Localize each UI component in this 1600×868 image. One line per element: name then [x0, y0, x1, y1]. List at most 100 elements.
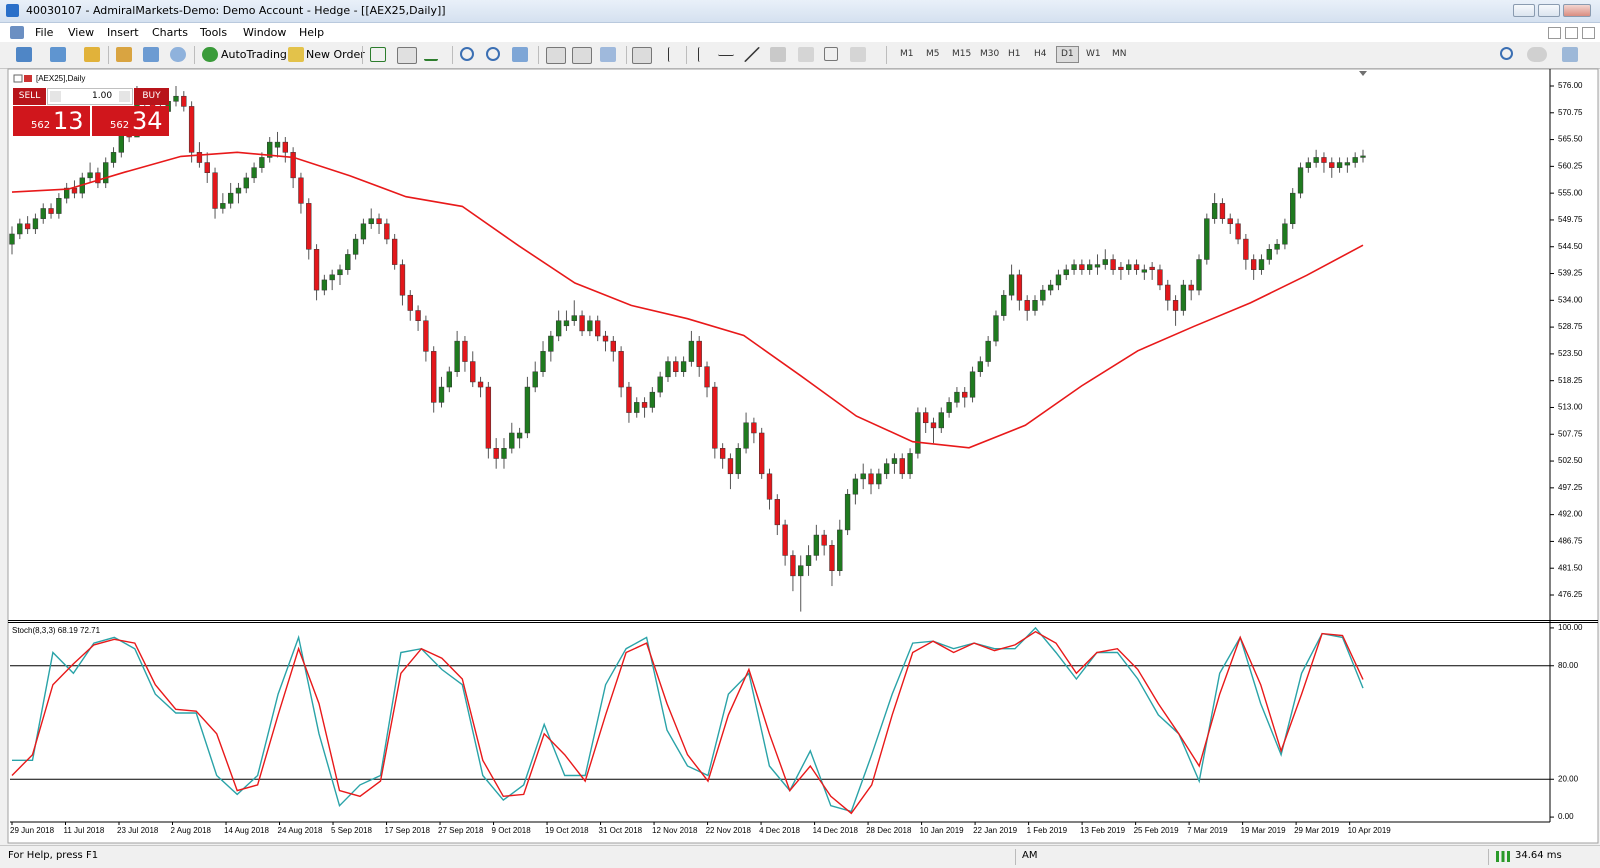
candle-body [673, 361, 679, 373]
menu-item[interactable]: Charts [152, 26, 188, 39]
status-bar: For Help, press F1 AM 34.64 ms [0, 845, 1600, 868]
candle-body [493, 448, 499, 459]
channel-icon[interactable] [770, 47, 786, 62]
timeframe-button[interactable]: M30 [980, 49, 1000, 59]
candle-body [103, 162, 109, 184]
market-watch-icon[interactable] [116, 47, 132, 62]
mdi-minimize[interactable] [1548, 27, 1561, 39]
fibo-icon[interactable] [798, 47, 814, 62]
new-order-icon[interactable] [288, 47, 304, 62]
x-tick-label: 10 Apr 2019 [1348, 826, 1392, 835]
timeframe-button[interactable]: M1 [900, 49, 914, 59]
candle-body [376, 218, 382, 225]
lot-down[interactable] [50, 91, 61, 102]
x-tick-label: 11 Jul 2018 [64, 826, 105, 835]
timeframe-button[interactable]: MN [1112, 49, 1127, 59]
bar-chart-icon[interactable] [370, 47, 386, 62]
vline-icon[interactable] [698, 47, 703, 62]
candle-body [415, 310, 421, 321]
candle-body [438, 386, 445, 403]
autoscroll-icon[interactable] [546, 47, 566, 64]
menu-item[interactable]: File [35, 26, 54, 39]
candle-body [391, 238, 398, 265]
candle-body [1079, 264, 1085, 270]
candle-body [1172, 300, 1179, 311]
zoom-in-icon[interactable] [460, 47, 474, 61]
sell-button[interactable]: SELL [13, 88, 46, 105]
mdi-close[interactable] [1582, 27, 1595, 39]
candle-body [688, 340, 695, 362]
ask-price[interactable]: 562 34 [92, 106, 169, 136]
data-window-icon[interactable] [143, 47, 159, 62]
candle-body [321, 279, 328, 291]
menu-item[interactable]: Window [243, 26, 287, 39]
search-icon[interactable] [1500, 47, 1513, 60]
new-chart-icon[interactable] [16, 47, 32, 62]
candle-body [634, 402, 640, 413]
new-order-button[interactable]: New Order [306, 48, 365, 61]
candle-body [368, 218, 374, 225]
app-icon [6, 4, 19, 17]
shift-marker [1359, 71, 1367, 76]
line-chart-icon[interactable] [424, 47, 438, 61]
candle-body [860, 473, 866, 480]
timeframe-button[interactable]: D1 [1056, 46, 1079, 63]
window-title: 40030107 - AdmiralMarkets-Demo: Demo Acc… [26, 4, 446, 17]
candle-body [196, 152, 203, 163]
zoom-out-icon[interactable] [486, 47, 500, 61]
timeframe-button[interactable]: M15 [952, 49, 972, 59]
candle-body [719, 448, 726, 459]
autotrading-button[interactable]: AutoTrading [221, 48, 287, 61]
timeframe-button[interactable]: H1 [1008, 49, 1021, 59]
menu-item[interactable]: Help [299, 26, 325, 39]
indicators-icon[interactable] [600, 47, 616, 62]
text-icon[interactable] [824, 47, 838, 61]
maximize-button[interactable] [1538, 4, 1560, 17]
arrows-icon[interactable] [850, 47, 866, 62]
lot-input[interactable]: 1.00 [47, 88, 133, 105]
menu-item[interactable]: Insert [107, 26, 139, 39]
chat-icon[interactable] [1527, 47, 1547, 62]
candle-body [1196, 259, 1202, 291]
menu-item[interactable]: View [68, 26, 95, 39]
autotrading-icon[interactable] [202, 47, 218, 62]
close-button[interactable] [1563, 4, 1591, 17]
trendline-icon[interactable] [744, 47, 760, 62]
y-tick-label: 481.50 [1558, 563, 1583, 572]
community-icon[interactable] [1562, 47, 1578, 62]
timeframe-button[interactable]: M5 [926, 49, 940, 59]
candle-chart-icon[interactable] [397, 47, 417, 64]
candle-body [1001, 294, 1007, 316]
hline-icon[interactable] [718, 47, 734, 56]
bid-price[interactable]: 562 13 [13, 106, 90, 136]
minimize-button[interactable] [1513, 4, 1535, 17]
candle-body [1360, 155, 1366, 158]
menu-item[interactable]: Tools [200, 26, 228, 39]
candle-body [63, 187, 70, 199]
lot-up[interactable] [119, 91, 130, 102]
profiles-icon[interactable] [50, 47, 66, 62]
cursor-icon[interactable] [632, 47, 652, 64]
candle-body [24, 223, 31, 230]
timeframe-button[interactable]: H4 [1034, 49, 1047, 59]
timeframe-button[interactable]: W1 [1086, 49, 1101, 59]
crosshair-icon[interactable] [668, 47, 677, 62]
tile-icon[interactable] [512, 47, 528, 62]
x-tick-label: 19 Mar 2019 [1241, 826, 1286, 835]
mdi-restore[interactable] [1565, 27, 1578, 39]
candle-body [813, 534, 820, 556]
candle-body [227, 192, 234, 204]
x-tick-label: 14 Aug 2018 [224, 826, 269, 835]
candle-body [1305, 162, 1312, 168]
buy-button[interactable]: BUY [134, 88, 169, 105]
navigator-icon[interactable] [84, 47, 100, 62]
x-tick-label: 23 Jul 2018 [117, 826, 159, 835]
candle-body [181, 95, 187, 107]
signals-icon[interactable] [170, 47, 186, 62]
candle-body [610, 340, 616, 352]
candle-body [290, 152, 296, 179]
candle-body [267, 141, 273, 158]
candle-body [649, 391, 656, 408]
chart-shift-icon[interactable] [572, 47, 592, 64]
